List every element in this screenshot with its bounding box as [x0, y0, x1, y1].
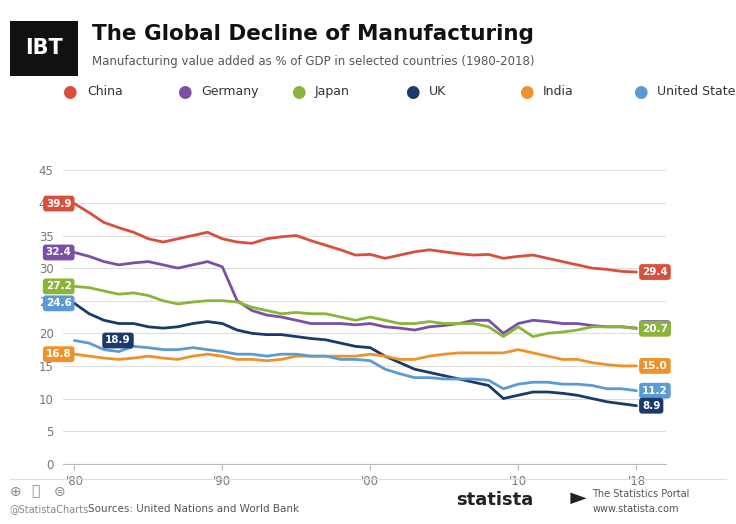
- Text: 24.6: 24.6: [46, 298, 71, 308]
- Text: The Global Decline of Manufacturing: The Global Decline of Manufacturing: [92, 24, 534, 43]
- Text: statista: statista: [456, 492, 534, 509]
- Text: ●: ●: [519, 83, 534, 101]
- Text: ●: ●: [291, 83, 305, 101]
- Text: 29.4: 29.4: [642, 267, 668, 277]
- Text: ●: ●: [633, 83, 648, 101]
- Text: 15.0: 15.0: [642, 361, 668, 371]
- Text: 39.9: 39.9: [46, 199, 71, 209]
- Text: ●: ●: [405, 83, 420, 101]
- Text: China: China: [87, 85, 123, 98]
- Text: ⓘ: ⓘ: [32, 485, 40, 498]
- Text: 18.9: 18.9: [105, 335, 131, 345]
- Text: 32.4: 32.4: [46, 247, 71, 257]
- Text: UK: UK: [429, 85, 446, 98]
- Text: 8.9: 8.9: [642, 401, 660, 411]
- Text: ●: ●: [63, 83, 77, 101]
- Text: 16.8: 16.8: [46, 349, 71, 359]
- Text: ⊕: ⊕: [10, 485, 21, 498]
- Text: India: India: [543, 85, 574, 98]
- Text: 27.2: 27.2: [46, 281, 71, 291]
- Text: Manufacturing value added as % of GDP in selected countries (1980-2018): Manufacturing value added as % of GDP in…: [92, 55, 534, 68]
- Text: Japan: Japan: [315, 85, 350, 98]
- Text: 11.2: 11.2: [642, 386, 668, 396]
- Text: Germany: Germany: [201, 85, 258, 98]
- Text: United States: United States: [657, 85, 736, 98]
- Text: ●: ●: [177, 83, 191, 101]
- Text: IBT: IBT: [25, 38, 63, 59]
- Text: 20.7: 20.7: [642, 324, 668, 334]
- Text: 20.8: 20.8: [642, 323, 668, 333]
- Text: ⊜: ⊜: [54, 485, 66, 498]
- Text: Sources: United Nations and World Bank: Sources: United Nations and World Bank: [88, 504, 300, 515]
- Text: The Statistics Portal: The Statistics Portal: [592, 488, 690, 499]
- Text: @StatistaCharts: @StatistaCharts: [10, 504, 89, 515]
- Text: www.statista.com: www.statista.com: [592, 504, 679, 515]
